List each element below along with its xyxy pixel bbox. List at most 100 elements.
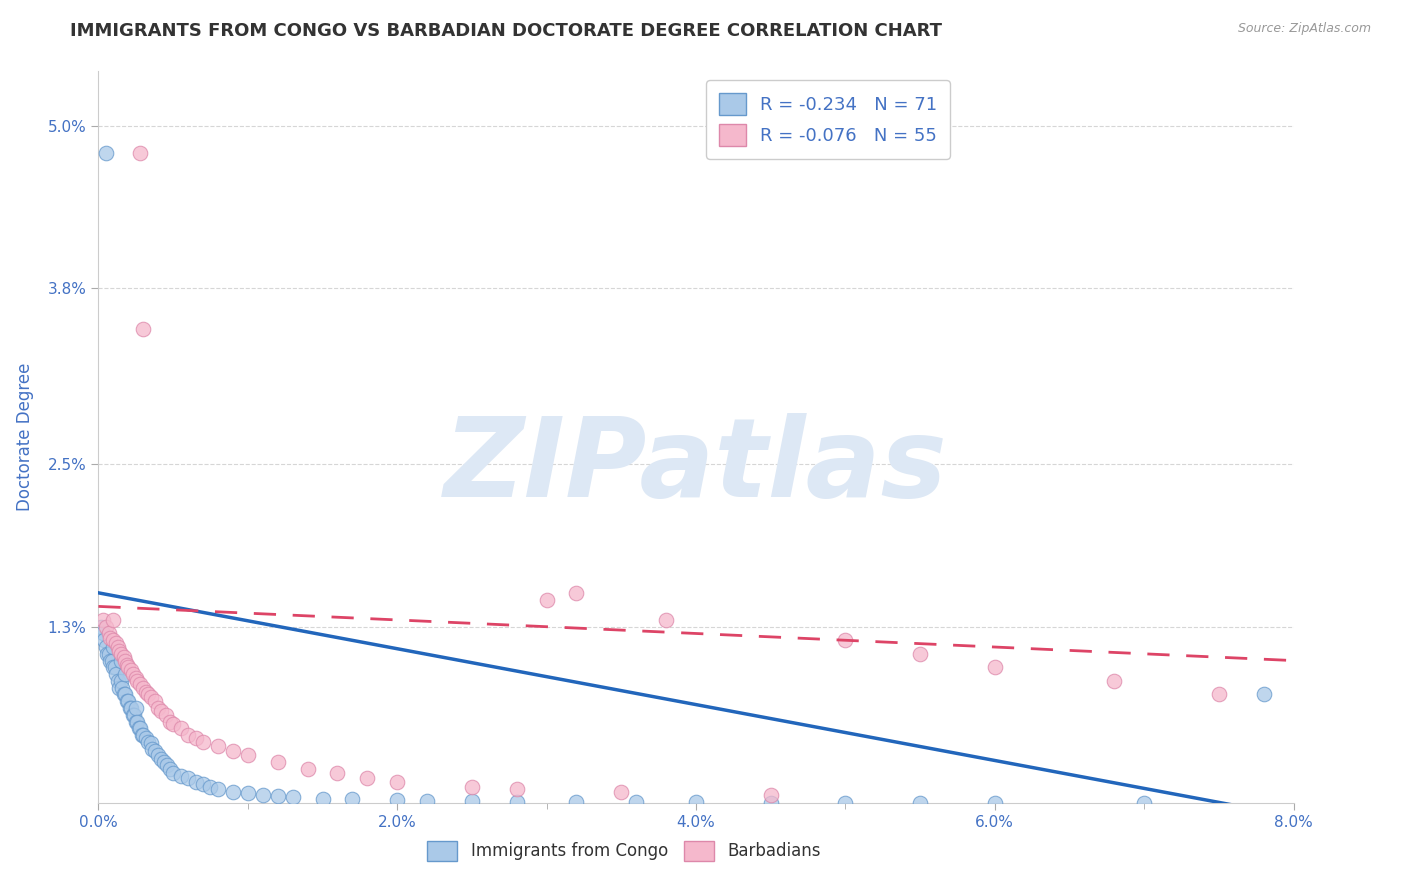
Point xyxy=(236,748,259,763)
Point xyxy=(1208,688,1230,702)
Point xyxy=(118,701,141,715)
Point xyxy=(281,790,304,805)
Point xyxy=(908,647,931,661)
Point xyxy=(103,613,125,627)
Point xyxy=(184,731,207,745)
Point xyxy=(156,757,179,772)
Point xyxy=(461,780,484,794)
Point xyxy=(908,796,931,810)
Point xyxy=(141,741,163,756)
Point xyxy=(103,633,125,648)
Point xyxy=(169,769,191,783)
Point xyxy=(685,796,707,810)
Point xyxy=(565,586,588,600)
Point xyxy=(101,654,124,668)
Point xyxy=(115,694,138,708)
Point xyxy=(222,785,245,799)
Point xyxy=(124,707,146,722)
Point xyxy=(125,701,148,715)
Point xyxy=(148,701,170,715)
Point xyxy=(121,707,143,722)
Point xyxy=(125,714,148,729)
Point xyxy=(112,688,135,702)
Point xyxy=(97,647,120,661)
Point xyxy=(98,654,122,668)
Point xyxy=(136,688,159,702)
Point xyxy=(610,785,633,799)
Point xyxy=(117,694,139,708)
Point xyxy=(91,626,114,640)
Point xyxy=(984,796,1007,810)
Point xyxy=(114,667,136,681)
Text: ZIPatlas: ZIPatlas xyxy=(444,413,948,520)
Point xyxy=(148,748,170,763)
Point xyxy=(506,795,529,809)
Point xyxy=(150,752,173,766)
Point xyxy=(1104,673,1126,688)
Point xyxy=(90,620,112,634)
Point xyxy=(416,794,439,808)
Point xyxy=(834,633,856,648)
Point xyxy=(139,736,162,750)
Point xyxy=(110,647,132,661)
Point xyxy=(162,766,184,780)
Point xyxy=(155,707,177,722)
Point xyxy=(169,721,191,735)
Point xyxy=(1253,688,1275,702)
Point xyxy=(267,789,290,803)
Point xyxy=(121,667,143,681)
Point xyxy=(162,717,184,731)
Point xyxy=(97,626,120,640)
Point xyxy=(626,795,648,809)
Point xyxy=(342,792,364,806)
Point xyxy=(356,772,378,786)
Text: Source: ZipAtlas.com: Source: ZipAtlas.com xyxy=(1237,22,1371,36)
Point xyxy=(112,649,135,664)
Point xyxy=(191,777,214,791)
Point xyxy=(461,794,484,808)
Point xyxy=(200,780,222,794)
Point xyxy=(127,673,149,688)
Point xyxy=(143,744,166,758)
Point xyxy=(120,701,142,715)
Point xyxy=(655,613,678,627)
Point xyxy=(834,796,856,810)
Point xyxy=(1133,796,1156,810)
Legend: Immigrants from Congo, Barbadians: Immigrants from Congo, Barbadians xyxy=(420,834,828,868)
Point xyxy=(136,735,159,749)
Point xyxy=(759,796,782,810)
Point xyxy=(111,681,134,695)
Point xyxy=(159,762,181,776)
Point xyxy=(297,762,319,776)
Point xyxy=(150,704,173,718)
Point xyxy=(385,793,409,807)
Point xyxy=(132,322,155,336)
Point xyxy=(128,721,150,735)
Point xyxy=(506,782,529,797)
Point xyxy=(94,640,117,654)
Point xyxy=(107,673,129,688)
Point xyxy=(139,690,162,705)
Point xyxy=(127,714,149,729)
Point xyxy=(131,728,153,742)
Point xyxy=(105,667,128,681)
Point xyxy=(177,772,200,786)
Point xyxy=(177,728,200,742)
Point xyxy=(207,782,229,797)
Point xyxy=(108,644,131,658)
Point xyxy=(110,673,132,688)
Point xyxy=(105,636,128,650)
Point xyxy=(267,755,290,769)
Point xyxy=(108,681,131,695)
Point xyxy=(114,688,136,702)
Point xyxy=(153,755,176,769)
Point xyxy=(385,775,409,789)
Point xyxy=(104,660,127,674)
Point xyxy=(96,647,118,661)
Point xyxy=(326,766,349,780)
Point xyxy=(107,640,129,654)
Point xyxy=(103,660,125,674)
Point xyxy=(565,795,588,809)
Point xyxy=(207,739,229,753)
Point xyxy=(114,654,136,668)
